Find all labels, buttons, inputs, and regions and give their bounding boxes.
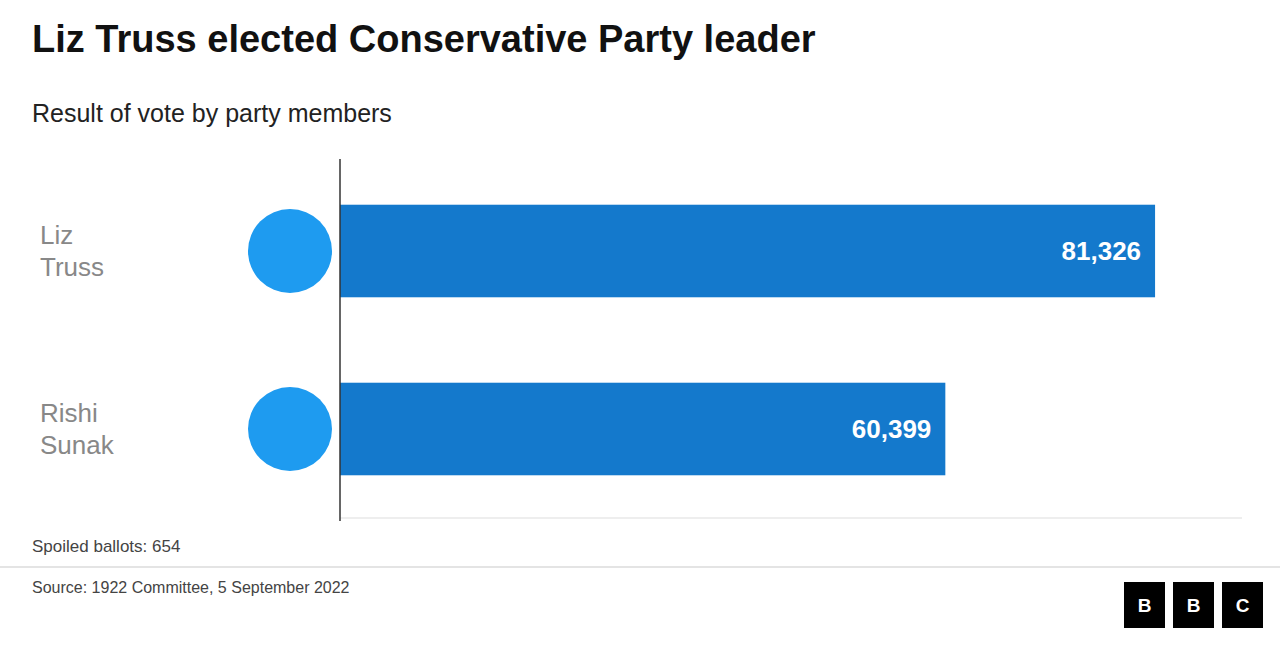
subtitle: Result of vote by party members — [32, 99, 392, 127]
category-label: RishiSunak — [40, 398, 115, 460]
labels: 81,326 60,399 — [852, 236, 1141, 444]
data-label: 60,399 — [852, 414, 932, 444]
x-axis-line — [340, 518, 1242, 519]
category-label-line: Truss — [40, 252, 104, 282]
bar — [340, 383, 945, 476]
bar — [340, 205, 1155, 298]
title: Liz Truss elected Conservative Party lea… — [32, 18, 816, 60]
chart: Liz Truss elected Conservative Party lea… — [0, 0, 1280, 648]
logo-letter: B — [1187, 595, 1201, 616]
photo-placeholder — [248, 387, 332, 471]
logo-box — [1124, 582, 1165, 628]
annotation: Spoiled ballots: 654 — [32, 537, 180, 556]
photo-placeholder — [248, 209, 332, 293]
bars — [340, 205, 1155, 476]
category-label-line: Liz — [40, 220, 73, 250]
category-label-line: Rishi — [40, 398, 98, 428]
logo-letter: C — [1236, 595, 1250, 616]
source: Source: 1922 Committee, 5 September 2022 — [32, 579, 350, 596]
divider — [339, 159, 341, 521]
category-label-line: Sunak — [40, 430, 115, 460]
logo: BBC — [1124, 582, 1263, 628]
logo-box — [1173, 582, 1214, 628]
data-label: 81,326 — [1062, 236, 1142, 266]
logo-letter: B — [1138, 595, 1152, 616]
separator — [0, 567, 1280, 568]
category-label: LizTruss — [40, 220, 104, 282]
logo-box — [1222, 582, 1263, 628]
